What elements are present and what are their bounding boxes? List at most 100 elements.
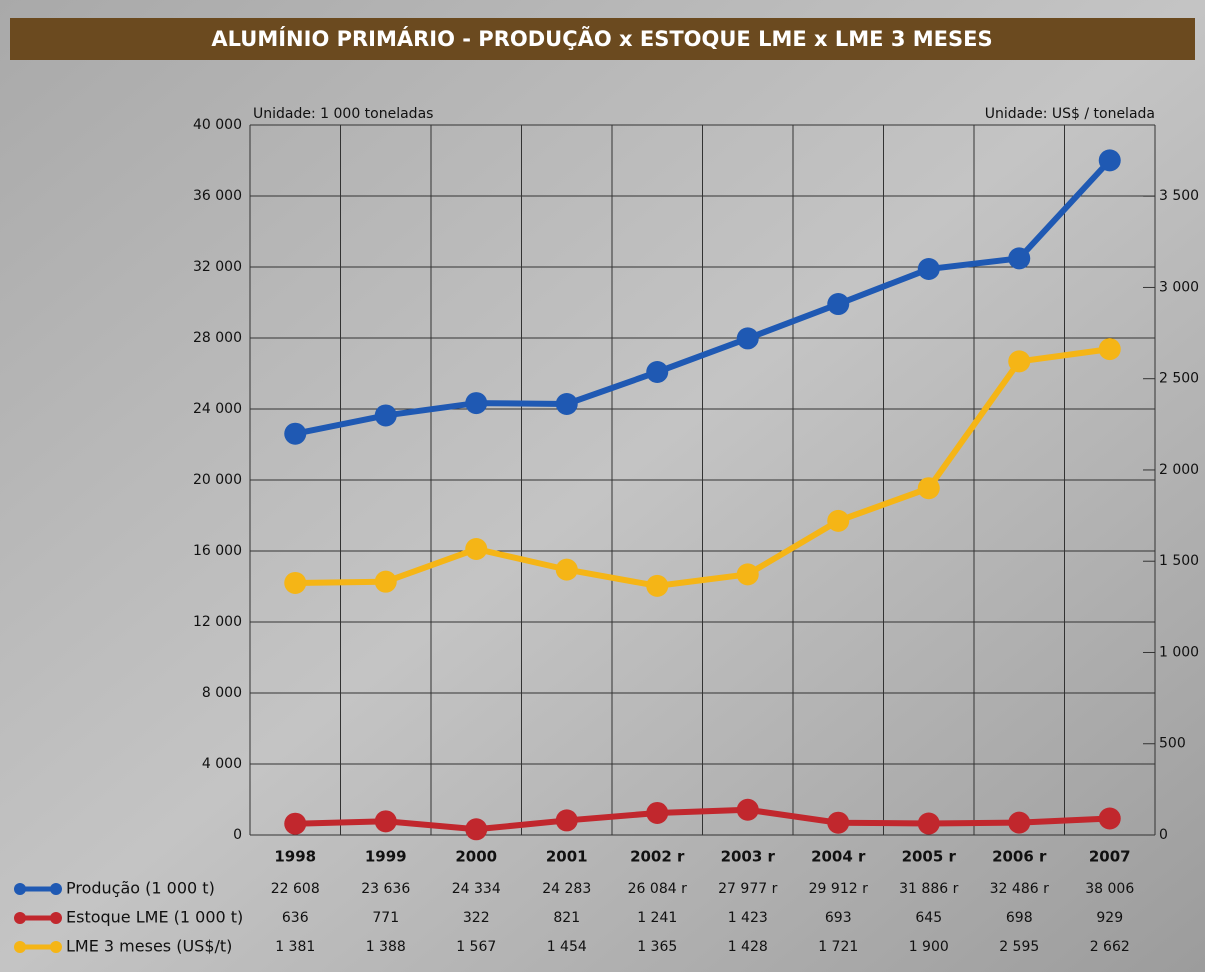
legend-marker <box>14 912 26 924</box>
value-label: 1 241 <box>637 910 677 926</box>
series-point <box>465 818 488 841</box>
value-label: 24 283 <box>542 881 591 897</box>
series-point <box>1008 247 1031 270</box>
y-tick-label: 20 000 <box>193 472 242 488</box>
value-label: 1 423 <box>728 910 768 926</box>
value-label: 1 365 <box>637 939 677 955</box>
series-point <box>1098 149 1121 172</box>
x-tick-label: 2001 <box>546 848 588 866</box>
value-label: 2 595 <box>999 939 1039 955</box>
value-label: 771 <box>372 910 399 926</box>
legend-label: Produção (1 000 t) <box>66 879 215 898</box>
value-label: 645 <box>915 910 942 926</box>
legend-marker <box>50 941 62 953</box>
x-tick-label: 2004 r <box>811 848 866 866</box>
legend-label: LME 3 meses (US$/t) <box>66 937 232 956</box>
series-point <box>917 477 940 500</box>
series-point <box>555 809 578 832</box>
y-tick-label: 28 000 <box>193 330 242 346</box>
x-tick-label: 2005 r <box>902 848 957 866</box>
value-label: 29 912 r <box>809 881 868 897</box>
series-point <box>284 571 307 594</box>
series-point <box>1098 338 1121 361</box>
value-label: 32 486 r <box>990 881 1049 897</box>
title-bar <box>10 18 1195 60</box>
y-tick-label: 0 <box>233 827 242 843</box>
series-point <box>736 798 759 821</box>
y2-tick-label: 2 500 <box>1159 371 1199 387</box>
legend-marker <box>14 883 26 895</box>
series-point <box>917 258 940 281</box>
value-label: 38 006 <box>1085 881 1134 897</box>
value-label: 698 <box>1006 910 1033 926</box>
series-line <box>295 806 1110 833</box>
value-label: 1 567 <box>456 939 496 955</box>
value-label: 821 <box>553 910 580 926</box>
x-tick-label: 2000 <box>455 848 497 866</box>
value-label: 1 388 <box>366 939 406 955</box>
series-point <box>374 570 397 593</box>
value-label: 1 721 <box>818 939 858 955</box>
series-point <box>284 812 307 835</box>
x-tick-label: 1999 <box>365 848 407 866</box>
series-line <box>295 346 1111 589</box>
series-point <box>646 574 669 597</box>
y-tick-label: 8 000 <box>202 685 242 701</box>
series-point <box>827 811 850 834</box>
series-point <box>646 801 669 824</box>
x-tick-label: 1998 <box>274 848 316 866</box>
series-point <box>374 404 397 427</box>
series-point <box>736 563 759 586</box>
value-label: 24 334 <box>452 881 501 897</box>
y-tick-label: 12 000 <box>193 614 242 630</box>
y-tick-label: 36 000 <box>193 188 242 204</box>
series-point <box>284 422 307 445</box>
value-label: 1 381 <box>275 939 315 955</box>
series-point <box>465 392 488 415</box>
y-tick-label: 32 000 <box>193 259 242 275</box>
y2-tick-label: 3 000 <box>1159 279 1199 295</box>
y-tick-label: 24 000 <box>193 401 242 417</box>
series-point <box>736 327 759 350</box>
y2-tick-label: 1 000 <box>1159 644 1199 660</box>
y2-tick-label: 0 <box>1159 827 1168 843</box>
series-point <box>1008 811 1031 834</box>
value-label: 322 <box>463 910 490 926</box>
value-label: 27 977 r <box>718 881 777 897</box>
series-point <box>555 558 578 581</box>
value-label: 2 662 <box>1090 939 1130 955</box>
legend-marker <box>50 883 62 895</box>
y2-tick-label: 2 000 <box>1159 462 1199 478</box>
value-label: 31 886 r <box>899 881 958 897</box>
chart-title: ALUMÍNIO PRIMÁRIO - PRODUÇÃO x ESTOQUE L… <box>211 26 992 51</box>
y2-tick-label: 3 500 <box>1159 188 1199 204</box>
value-label: 1 428 <box>728 939 768 955</box>
series-point <box>917 812 940 835</box>
y-tick-label: 4 000 <box>202 756 242 772</box>
x-tick-label: 2002 r <box>630 848 685 866</box>
y2-tick-label: 500 <box>1159 736 1186 752</box>
y-tick-label: 40 000 <box>193 117 242 133</box>
value-label: 1 900 <box>909 939 949 955</box>
series-point <box>827 509 850 532</box>
legend-marker <box>14 941 26 953</box>
x-tick-label: 2003 r <box>721 848 776 866</box>
legend-marker <box>50 912 62 924</box>
series-point <box>827 293 850 316</box>
value-label: 23 636 <box>361 881 410 897</box>
series-point <box>374 810 397 833</box>
y2-tick-label: 1 500 <box>1159 553 1199 569</box>
x-tick-label: 2006 r <box>992 848 1047 866</box>
value-label: 636 <box>282 910 309 926</box>
series-point <box>1098 807 1121 830</box>
value-label: 693 <box>825 910 852 926</box>
value-label: 22 608 <box>271 881 320 897</box>
legend-label: Estoque LME (1 000 t) <box>66 908 243 927</box>
series-point <box>465 537 488 560</box>
series-line <box>294 158 1112 437</box>
series-point <box>646 361 669 384</box>
y-unit: Unidade: 1 000 toneladas <box>253 106 433 122</box>
series-point <box>1008 350 1031 373</box>
